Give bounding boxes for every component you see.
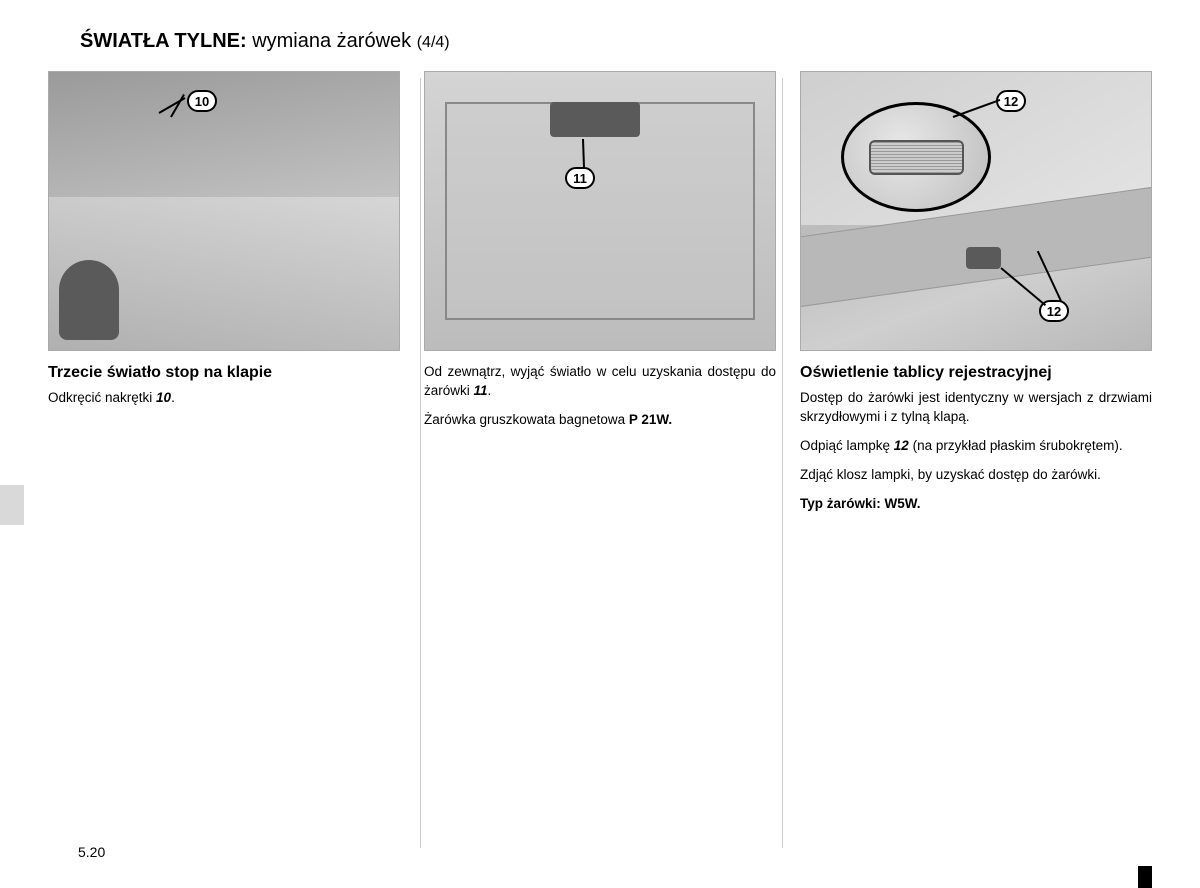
col1-heading: Trzecie światło stop na klapie: [48, 363, 400, 383]
side-tab: [0, 485, 24, 525]
page-number: 5.20: [78, 844, 105, 860]
col2-p2: Żarówka gruszkowata bagnetowa P 21W.: [424, 411, 776, 430]
col3-p1: Dostęp do żarówki jest identyczny w wers…: [800, 389, 1152, 427]
title-count: (4/4): [417, 34, 450, 51]
callout-10: 10: [187, 90, 217, 112]
callout-12a: 12: [996, 90, 1026, 112]
corner-mark: [1138, 866, 1152, 888]
figure-right: 38814 12 12: [800, 71, 1152, 351]
column-left: 36683 10 Trzecie światło stop na klapie …: [48, 71, 400, 523]
column-middle: 36684 11 Od zewnątrz, wyjąć światło w ce…: [424, 71, 776, 523]
page-content: ŚWIATŁA TYLNE: wymiana żarówek (4/4) 366…: [0, 0, 1200, 523]
col3-p4: Typ żarówki: W5W.: [800, 495, 1152, 514]
divider-2: [782, 78, 783, 848]
figure-left: 36683 10: [48, 71, 400, 351]
col3-p2: Odpiąć lampkę 12 (na przykład płaskim śr…: [800, 437, 1152, 456]
col3-heading: Oświetlenie tablicy rejestracyjnej: [800, 363, 1152, 383]
col1-p1: Odkręcić nakrętki 10.: [48, 389, 400, 408]
figure-middle: 36684 11: [424, 71, 776, 351]
title-main: ŚWIATŁA TYLNE:: [80, 30, 247, 52]
title-sub: wymiana żarówek: [252, 30, 411, 52]
page-title: ŚWIATŁA TYLNE: wymiana żarówek (4/4): [80, 30, 1152, 53]
column-right: 38814 12 12 Oświetlenie tablicy rejestra…: [800, 71, 1152, 523]
col2-p1: Od zewnątrz, wyjąć światło w celu uzyska…: [424, 363, 776, 401]
divider-1: [420, 78, 421, 848]
col3-p3: Zdjąć klosz lampki, by uzyskać dostęp do…: [800, 466, 1152, 485]
callout-11: 11: [565, 167, 595, 189]
columns: 36683 10 Trzecie światło stop na klapie …: [48, 71, 1152, 523]
